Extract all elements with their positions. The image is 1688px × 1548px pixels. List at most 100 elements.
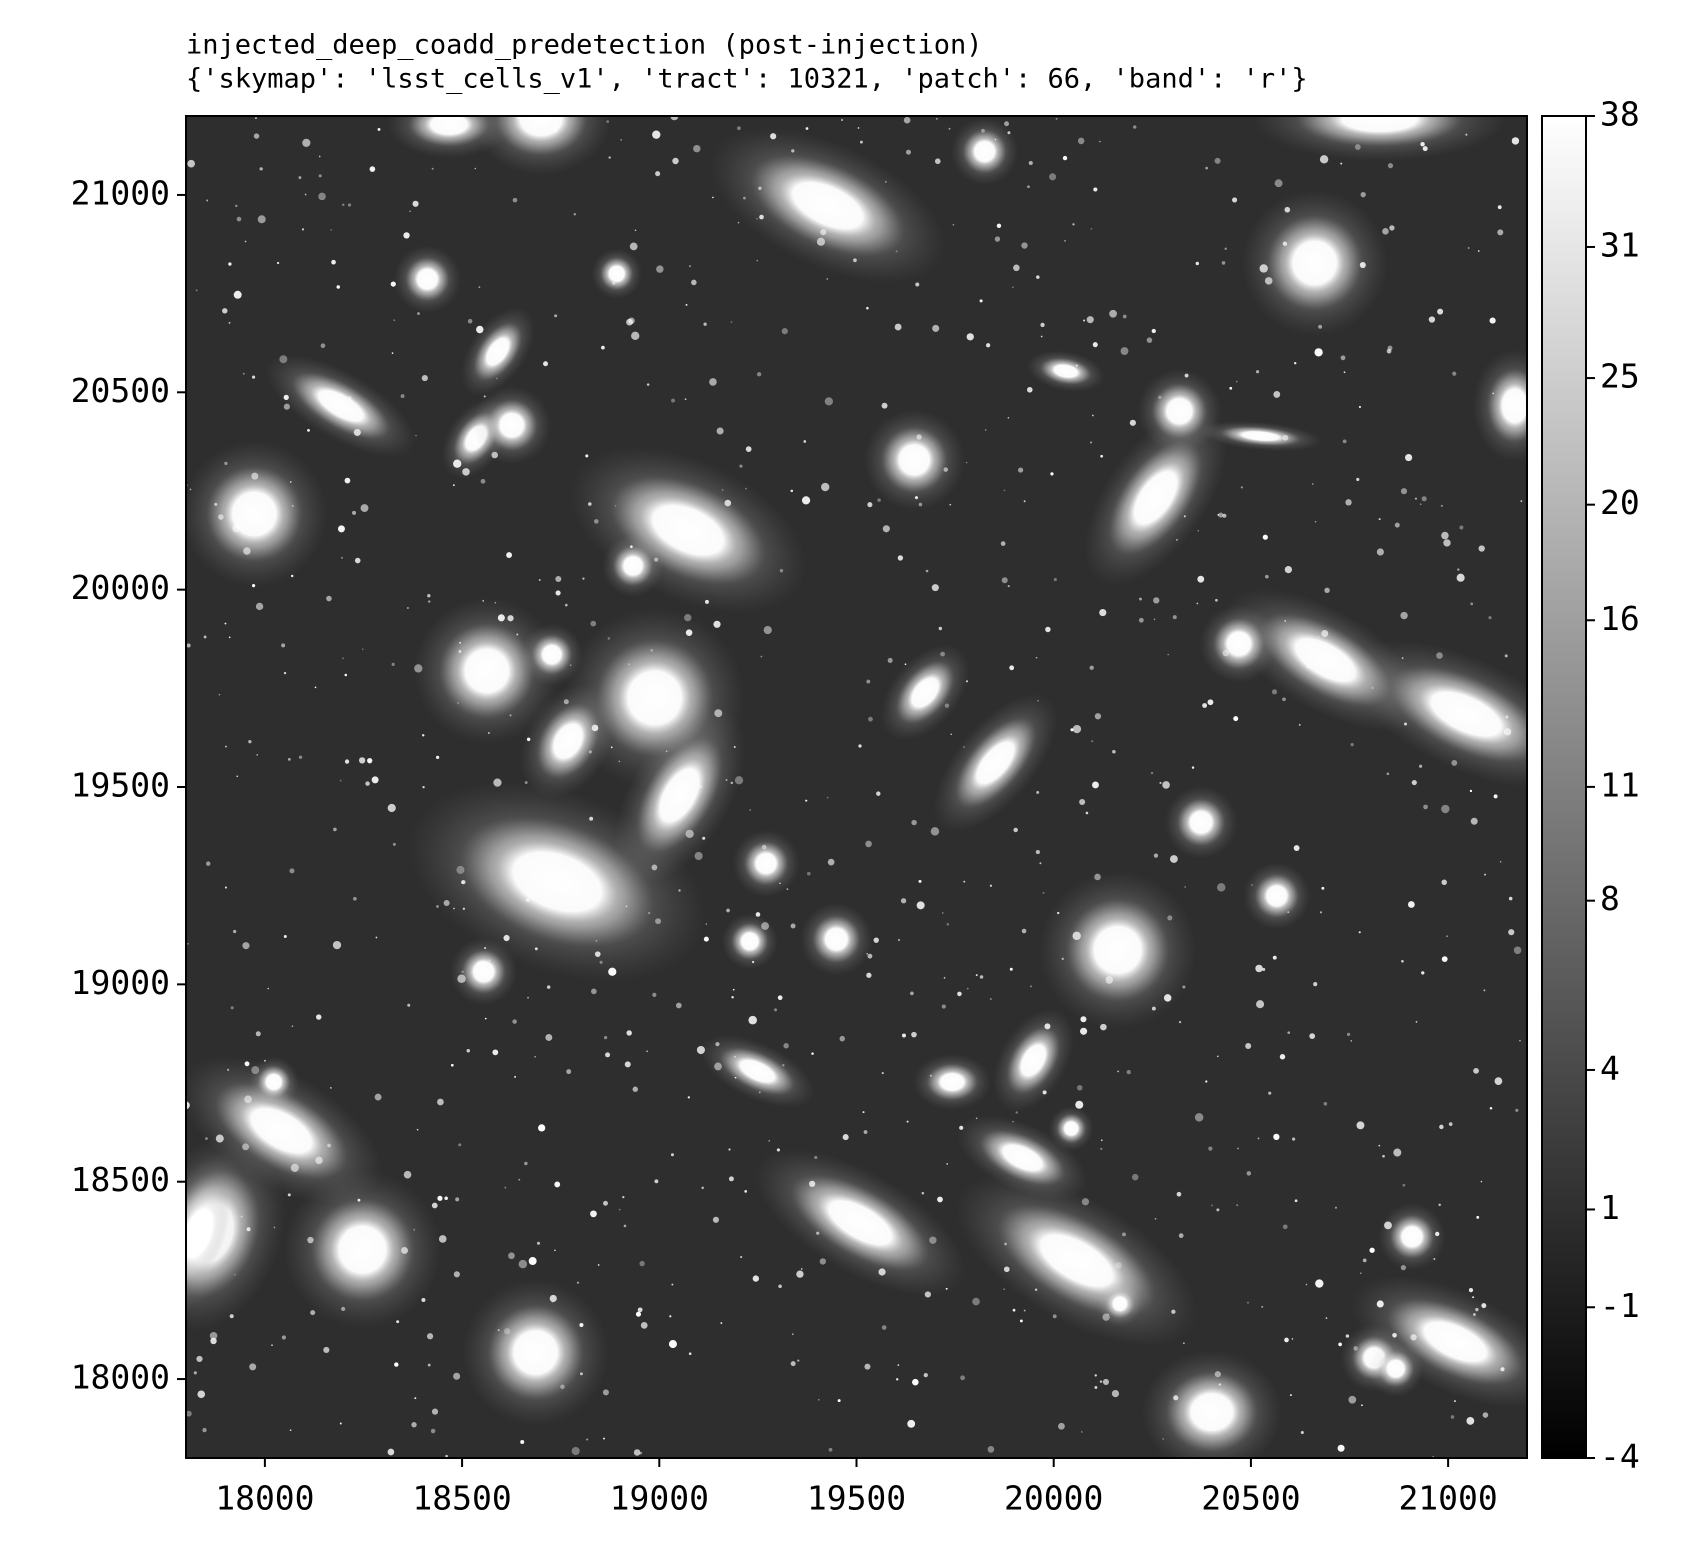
source <box>1195 261 1199 266</box>
galaxy <box>962 129 1007 174</box>
source <box>1273 390 1281 398</box>
source <box>1493 794 1498 799</box>
source <box>546 985 551 989</box>
source <box>1382 1154 1385 1158</box>
source <box>480 478 486 484</box>
source <box>1159 781 1162 785</box>
galaxy <box>926 1063 978 1101</box>
source <box>1026 386 1033 393</box>
source <box>1423 804 1428 810</box>
source <box>866 306 869 310</box>
source <box>1298 723 1301 726</box>
source <box>591 988 597 995</box>
source <box>437 1098 444 1106</box>
sky-image <box>186 116 1527 1458</box>
source <box>1343 371 1346 374</box>
source <box>918 879 922 883</box>
source <box>605 1052 611 1058</box>
source <box>428 600 431 603</box>
source <box>450 1063 454 1067</box>
source <box>705 923 708 925</box>
source <box>224 886 227 889</box>
source <box>1075 1100 1084 1109</box>
source <box>1362 1258 1367 1263</box>
source <box>768 1140 771 1142</box>
source <box>1077 1084 1083 1091</box>
source <box>444 1196 448 1201</box>
source <box>801 496 811 505</box>
source <box>186 643 191 648</box>
source <box>941 1004 946 1009</box>
source <box>573 213 576 216</box>
source <box>1205 166 1209 170</box>
source <box>545 1034 553 1041</box>
x-tick-label: 18000 <box>215 1479 314 1518</box>
source <box>1446 935 1448 938</box>
source <box>672 157 679 165</box>
source <box>452 484 455 487</box>
source <box>467 318 473 324</box>
source <box>805 799 808 802</box>
source <box>1194 1113 1204 1122</box>
source <box>952 223 955 226</box>
source <box>1484 873 1487 876</box>
source <box>427 593 431 598</box>
source <box>701 1186 704 1190</box>
source <box>409 210 411 213</box>
source <box>422 734 425 737</box>
source <box>1321 886 1325 890</box>
y-tick-label: 18000 <box>71 1358 170 1397</box>
source <box>1093 187 1098 192</box>
colorbar-tick-label: 11 <box>1600 765 1640 804</box>
galaxy <box>214 1082 348 1180</box>
source <box>797 1359 800 1362</box>
source <box>930 827 940 836</box>
source <box>283 671 287 675</box>
source <box>455 1197 460 1202</box>
source <box>946 1163 948 1165</box>
source <box>1214 157 1221 164</box>
source <box>669 1315 672 1318</box>
source <box>538 1124 546 1132</box>
source <box>1291 1137 1296 1141</box>
source <box>1003 1288 1006 1291</box>
source <box>1217 514 1220 516</box>
galaxy <box>473 322 522 381</box>
source <box>538 578 541 581</box>
source <box>316 1014 322 1020</box>
galaxy <box>731 922 769 960</box>
source <box>943 977 946 979</box>
source <box>1131 1173 1139 1181</box>
x-tick-label: 21000 <box>1398 1479 1497 1518</box>
source <box>301 228 305 231</box>
source <box>1350 1040 1353 1042</box>
source <box>1313 982 1318 987</box>
source <box>858 744 862 748</box>
colorbar-tick-label: 4 <box>1600 1048 1620 1087</box>
source <box>837 1399 841 1403</box>
source <box>1042 891 1045 894</box>
galaxy <box>487 1304 584 1401</box>
source <box>289 1429 292 1432</box>
source <box>1257 1137 1260 1140</box>
source <box>737 221 740 224</box>
source <box>839 1035 845 1042</box>
source <box>907 1419 916 1428</box>
source <box>236 216 242 222</box>
source <box>1393 1148 1402 1157</box>
source <box>206 861 211 866</box>
source <box>622 1195 625 1199</box>
galaxy <box>1254 873 1299 918</box>
source <box>218 693 221 696</box>
source <box>342 203 345 207</box>
source <box>1346 1032 1351 1037</box>
source <box>1350 743 1354 747</box>
source <box>731 996 734 999</box>
galaxy <box>536 703 600 779</box>
source <box>597 1264 600 1266</box>
source <box>1508 896 1513 901</box>
source <box>255 117 257 119</box>
source <box>1086 316 1094 324</box>
source <box>737 126 741 131</box>
source <box>1411 780 1417 786</box>
